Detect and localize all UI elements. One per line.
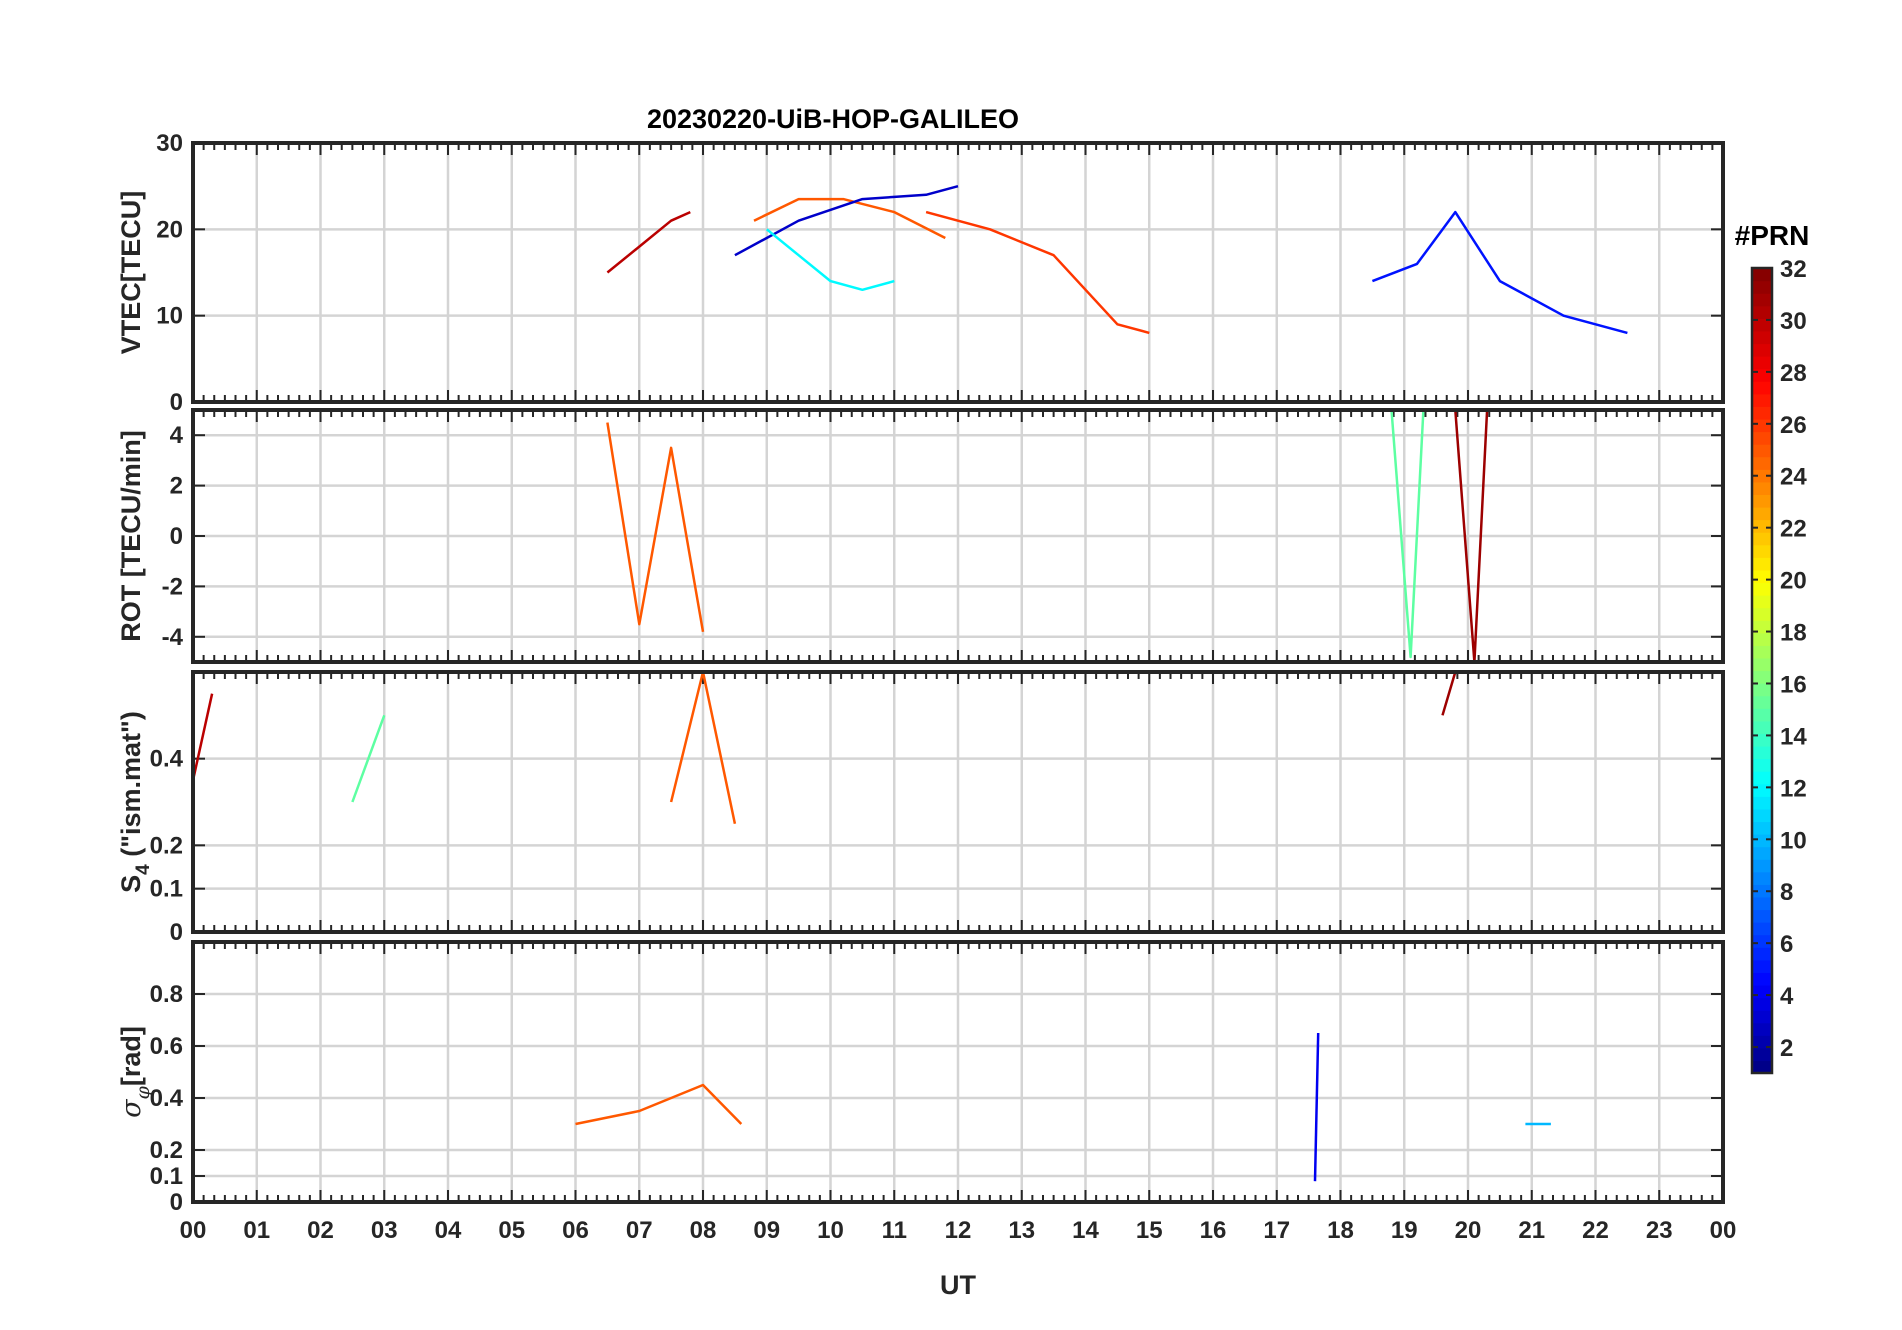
plot-frame — [191, 940, 1725, 1204]
colorbar-tick-label: 28 — [1780, 360, 1807, 387]
panel-rot: -4 -2 0 2 4 ROT [TECU/min] — [116, 408, 1725, 664]
x-tick-label: 22 — [1582, 1217, 1609, 1244]
x-tick-label: 04 — [435, 1217, 462, 1244]
y-tick-label: 10 — [156, 303, 183, 330]
y-tick-label: 2 — [170, 473, 183, 500]
series-line-prn-4 — [1313, 1032, 1320, 1182]
colorbar-tick-label: 10 — [1780, 827, 1807, 854]
y-tick-label: 0 — [170, 523, 183, 550]
x-tick-label: 18 — [1327, 1217, 1354, 1244]
y-tick-label: 0.2 — [150, 1137, 183, 1164]
y-axis-title: S4 ("ism.mat") — [116, 711, 154, 893]
colorbar-tick-label: 26 — [1780, 412, 1807, 439]
y-tick-label: 0.1 — [150, 876, 183, 903]
y-axis-title: VTEC[TECU] — [116, 191, 146, 355]
x-axis: 00 01 02 03 04 05 06 07 08 09 10 11 12 13 14 15 16 17 18 19… — [180, 1217, 1737, 1244]
y-tick-label: 0.2 — [150, 832, 183, 859]
x-tick-label: 15 — [1136, 1217, 1163, 1244]
x-tick-label: 03 — [371, 1217, 398, 1244]
x-tick-label: 06 — [562, 1217, 589, 1244]
x-tick-label: 00 — [180, 1217, 207, 1244]
x-tick-label: 17 — [1263, 1217, 1290, 1244]
y-tick-label: 0.8 — [150, 981, 183, 1008]
series-line-prn-3 — [734, 184, 959, 257]
x-tick-label: 19 — [1391, 1217, 1418, 1244]
x-tick-label: 23 — [1646, 1217, 1673, 1244]
series-line-prn-15 — [1390, 409, 1425, 659]
x-tick-label: 12 — [945, 1217, 972, 1244]
colorbar-title: #PRN — [1735, 220, 1810, 251]
x-tick-label: 02 — [307, 1217, 334, 1244]
x-tick-label: 08 — [690, 1217, 717, 1244]
y-tick-label: -2 — [162, 573, 183, 600]
colorbar-tick-label: 30 — [1780, 308, 1807, 335]
y-tick-label: 0 — [170, 389, 183, 416]
colorbar-tick-label: 24 — [1780, 464, 1807, 491]
x-tick-label: 07 — [626, 1217, 653, 1244]
panel-sigma_phi: 00.10.2 0.4 0.6 0.8 σφ[rad] — [116, 940, 1725, 1216]
series-line-prn-25 — [753, 197, 946, 240]
x-tick-label: 00 — [1710, 1217, 1737, 1244]
series-line-prn-31 — [1441, 671, 1457, 716]
y-axis-title: σφ[rad] — [116, 1026, 154, 1118]
colorbar-tick-label: 18 — [1780, 620, 1807, 647]
series-line-prn-5 — [1371, 210, 1628, 335]
x-tick-label: 10 — [817, 1217, 844, 1244]
colorbar-tick-label: 12 — [1780, 775, 1807, 802]
colorbar-tick-label: 22 — [1780, 516, 1807, 543]
x-tick-label: 11 — [882, 1217, 907, 1244]
grid — [191, 942, 1725, 1204]
x-tick-label: 13 — [1008, 1217, 1035, 1244]
colorbar-tick-label: 20 — [1780, 568, 1807, 595]
plot-frame — [191, 141, 1725, 404]
colorbar-tick-label: 32 — [1780, 256, 1807, 283]
series-line-prn-26 — [925, 210, 1150, 335]
x-tick-label: 05 — [498, 1217, 525, 1244]
y-tick-label: 0.1 — [150, 1163, 183, 1190]
panel-vtec: 0 10 20 30 VTEC[TECU] — [116, 130, 1725, 416]
x-axis-title: UT — [940, 1270, 976, 1300]
x-tick-label: 16 — [1200, 1217, 1227, 1244]
colorbar-tick-label: 8 — [1780, 879, 1793, 906]
y-tick-label: 20 — [156, 216, 183, 243]
plot-frame — [191, 408, 1725, 664]
figure-title: 20230220-UiB-HOP-GALILEO — [647, 104, 1019, 134]
series-line-prn-25 — [606, 422, 705, 633]
y-tick-label: 0 — [170, 1189, 183, 1216]
series-line-prn-25 — [575, 1083, 743, 1126]
grid — [191, 410, 1725, 662]
x-tick-label: 09 — [753, 1217, 780, 1244]
y-tick-label: 0.6 — [150, 1033, 183, 1060]
series-line-prn-30 — [191, 693, 214, 781]
colorbar-tick-label: 14 — [1780, 723, 1807, 750]
series-line-prn-15 — [351, 714, 386, 803]
y-axis-title: ROT [TECU/min] — [116, 430, 146, 641]
y-tick-label: 0 — [170, 919, 183, 946]
y-tick-label: 4 — [170, 422, 184, 449]
series-line-prn-30 — [606, 210, 691, 274]
y-tick-label: 30 — [156, 130, 183, 157]
colorbar-tick-label: 4 — [1780, 983, 1794, 1010]
y-tick-label: -4 — [162, 624, 184, 651]
x-tick-label: 01 — [243, 1217, 270, 1244]
x-tick-label: 14 — [1072, 1217, 1099, 1244]
colorbar-tick-label: 16 — [1780, 671, 1807, 698]
panel-s4: 0 0.1 0.2 0.4S4 ("ism.mat") — [116, 670, 1725, 946]
series-line-prn-12 — [766, 228, 895, 292]
colorbar-tick-label: 2 — [1780, 1035, 1793, 1062]
y-tick-label: 0.4 — [150, 1085, 184, 1112]
x-tick-label: 20 — [1455, 1217, 1482, 1244]
plot-frame — [191, 670, 1725, 934]
y-tick-label: 0.4 — [150, 746, 184, 773]
x-tick-label: 21 — [1518, 1217, 1545, 1244]
colorbar-tick-label: 6 — [1780, 931, 1793, 958]
